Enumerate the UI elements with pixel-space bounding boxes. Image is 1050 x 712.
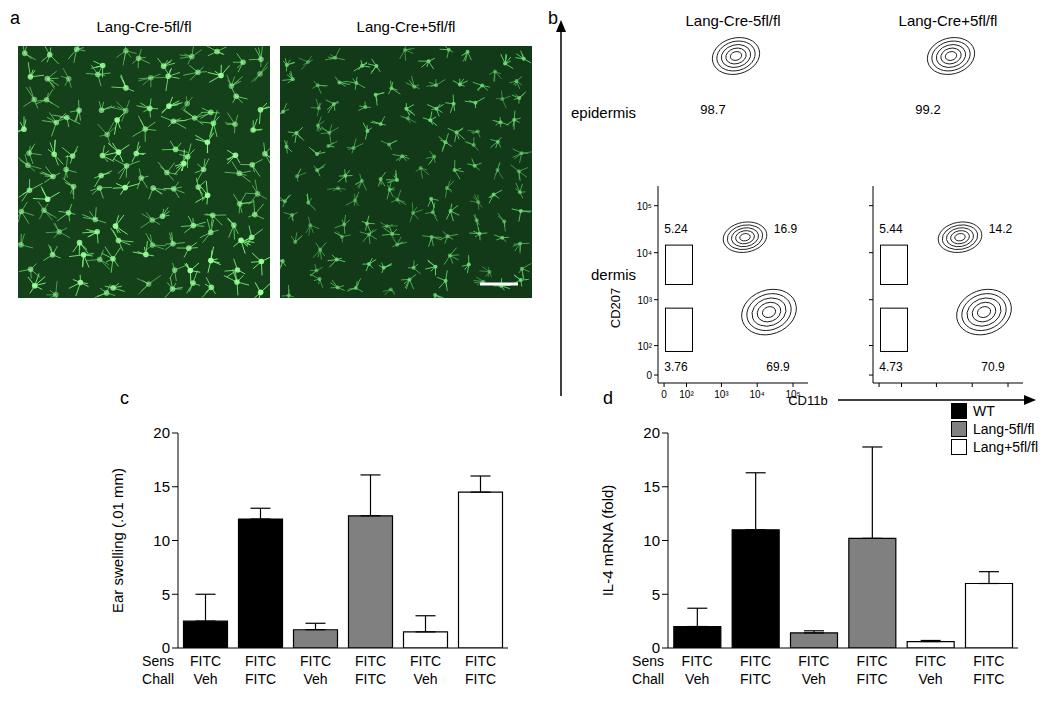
svg-text:16.9: 16.9 bbox=[774, 222, 798, 236]
svg-text:Veh: Veh bbox=[303, 671, 327, 687]
svg-text:Veh: Veh bbox=[193, 671, 217, 687]
html-text:Lang-5fl/fl: Lang-5fl/fl bbox=[973, 421, 1035, 437]
svg-text:0: 0 bbox=[652, 639, 660, 656]
svg-text:FITC: FITC bbox=[465, 653, 496, 669]
svg-text:0: 0 bbox=[661, 389, 667, 400]
svg-text:10⁴: 10⁴ bbox=[637, 248, 652, 259]
svg-text:FITC: FITC bbox=[915, 653, 946, 669]
svg-text:10³: 10³ bbox=[638, 295, 653, 306]
svg-text:FITC: FITC bbox=[973, 653, 1004, 669]
svg-text:5: 5 bbox=[652, 586, 660, 603]
svg-text:Veh: Veh bbox=[685, 671, 709, 687]
svg-text:Lang-Cre-5fl/fl: Lang-Cre-5fl/fl bbox=[685, 12, 780, 29]
svg-text:Chall: Chall bbox=[632, 671, 664, 687]
html-text:Lang-Cre-5fl/fl: Lang-Cre-5fl/fl bbox=[96, 18, 192, 35]
svg-text:CD11b: CD11b bbox=[788, 393, 828, 408]
svg-text:5.24: 5.24 bbox=[664, 222, 688, 236]
svg-text:10⁵: 10⁵ bbox=[637, 201, 652, 212]
svg-text:Veh: Veh bbox=[413, 671, 437, 687]
html-text:WT: WT bbox=[973, 403, 995, 419]
svg-text:FITC: FITC bbox=[740, 671, 771, 687]
svg-text:FITC: FITC bbox=[355, 671, 386, 687]
svg-text:10²: 10² bbox=[679, 389, 694, 400]
svg-text:70.9: 70.9 bbox=[981, 360, 1005, 374]
svg-text:20: 20 bbox=[643, 424, 660, 441]
html-text:b: b bbox=[548, 8, 558, 28]
svg-text:Sens: Sens bbox=[142, 653, 174, 669]
svg-text:Sens: Sens bbox=[632, 653, 664, 669]
svg-text:Ear swelling (.01 mm): Ear swelling (.01 mm) bbox=[109, 468, 126, 613]
svg-text:10⁴: 10⁴ bbox=[750, 389, 765, 400]
svg-text:69.9: 69.9 bbox=[766, 360, 790, 374]
svg-text:IL-4 mRNA (fold): IL-4 mRNA (fold) bbox=[599, 485, 616, 597]
svg-text:10: 10 bbox=[153, 532, 170, 549]
svg-text:CD207: CD207 bbox=[608, 288, 623, 328]
svg-text:FITC: FITC bbox=[682, 653, 713, 669]
svg-text:3.76: 3.76 bbox=[664, 360, 688, 374]
svg-text:FITC: FITC bbox=[300, 653, 331, 669]
html-text:Lang+5fl/fl: Lang+5fl/fl bbox=[973, 439, 1038, 455]
svg-text:Chall: Chall bbox=[142, 671, 174, 687]
svg-text:FITC: FITC bbox=[410, 653, 441, 669]
svg-text:10²: 10² bbox=[638, 341, 653, 352]
svg-text:Veh: Veh bbox=[918, 671, 942, 687]
svg-text:5.44: 5.44 bbox=[879, 222, 903, 236]
svg-text:FITC: FITC bbox=[973, 671, 1004, 687]
svg-text:Lang-Cre+5fl/fl: Lang-Cre+5fl/fl bbox=[899, 12, 998, 29]
svg-text:Veh: Veh bbox=[802, 671, 826, 687]
svg-text:FITC: FITC bbox=[798, 653, 829, 669]
svg-text:FITC: FITC bbox=[465, 671, 496, 687]
svg-text:15: 15 bbox=[643, 478, 660, 495]
html-text:d: d bbox=[603, 388, 613, 408]
svg-text:epidermis: epidermis bbox=[571, 104, 636, 121]
svg-text:0: 0 bbox=[162, 639, 170, 656]
svg-text:FITC: FITC bbox=[857, 671, 888, 687]
svg-text:FITC: FITC bbox=[857, 653, 888, 669]
svg-text:FITC: FITC bbox=[740, 653, 771, 669]
svg-text:FITC: FITC bbox=[190, 653, 221, 669]
svg-text:FITC: FITC bbox=[355, 653, 386, 669]
html-text:a: a bbox=[10, 8, 20, 28]
svg-text:20: 20 bbox=[153, 424, 170, 441]
svg-text:14.2: 14.2 bbox=[989, 222, 1013, 236]
svg-text:10: 10 bbox=[643, 532, 660, 549]
svg-text:5: 5 bbox=[162, 586, 170, 603]
svg-text:98.7: 98.7 bbox=[700, 102, 725, 117]
svg-text:FITC: FITC bbox=[245, 671, 276, 687]
svg-text:FITC: FITC bbox=[245, 653, 276, 669]
svg-text:15: 15 bbox=[153, 478, 170, 495]
html-text:Lang-Cre+5fl/fl: Lang-Cre+5fl/fl bbox=[356, 18, 456, 35]
html-text:c: c bbox=[120, 388, 129, 408]
svg-text:0: 0 bbox=[646, 370, 652, 381]
svg-text:dermis: dermis bbox=[591, 266, 636, 283]
svg-text:10³: 10³ bbox=[714, 389, 729, 400]
svg-text:99.2: 99.2 bbox=[915, 102, 940, 117]
svg-text:4.73: 4.73 bbox=[879, 360, 903, 374]
svg-text:10⁵: 10⁵ bbox=[785, 389, 800, 400]
